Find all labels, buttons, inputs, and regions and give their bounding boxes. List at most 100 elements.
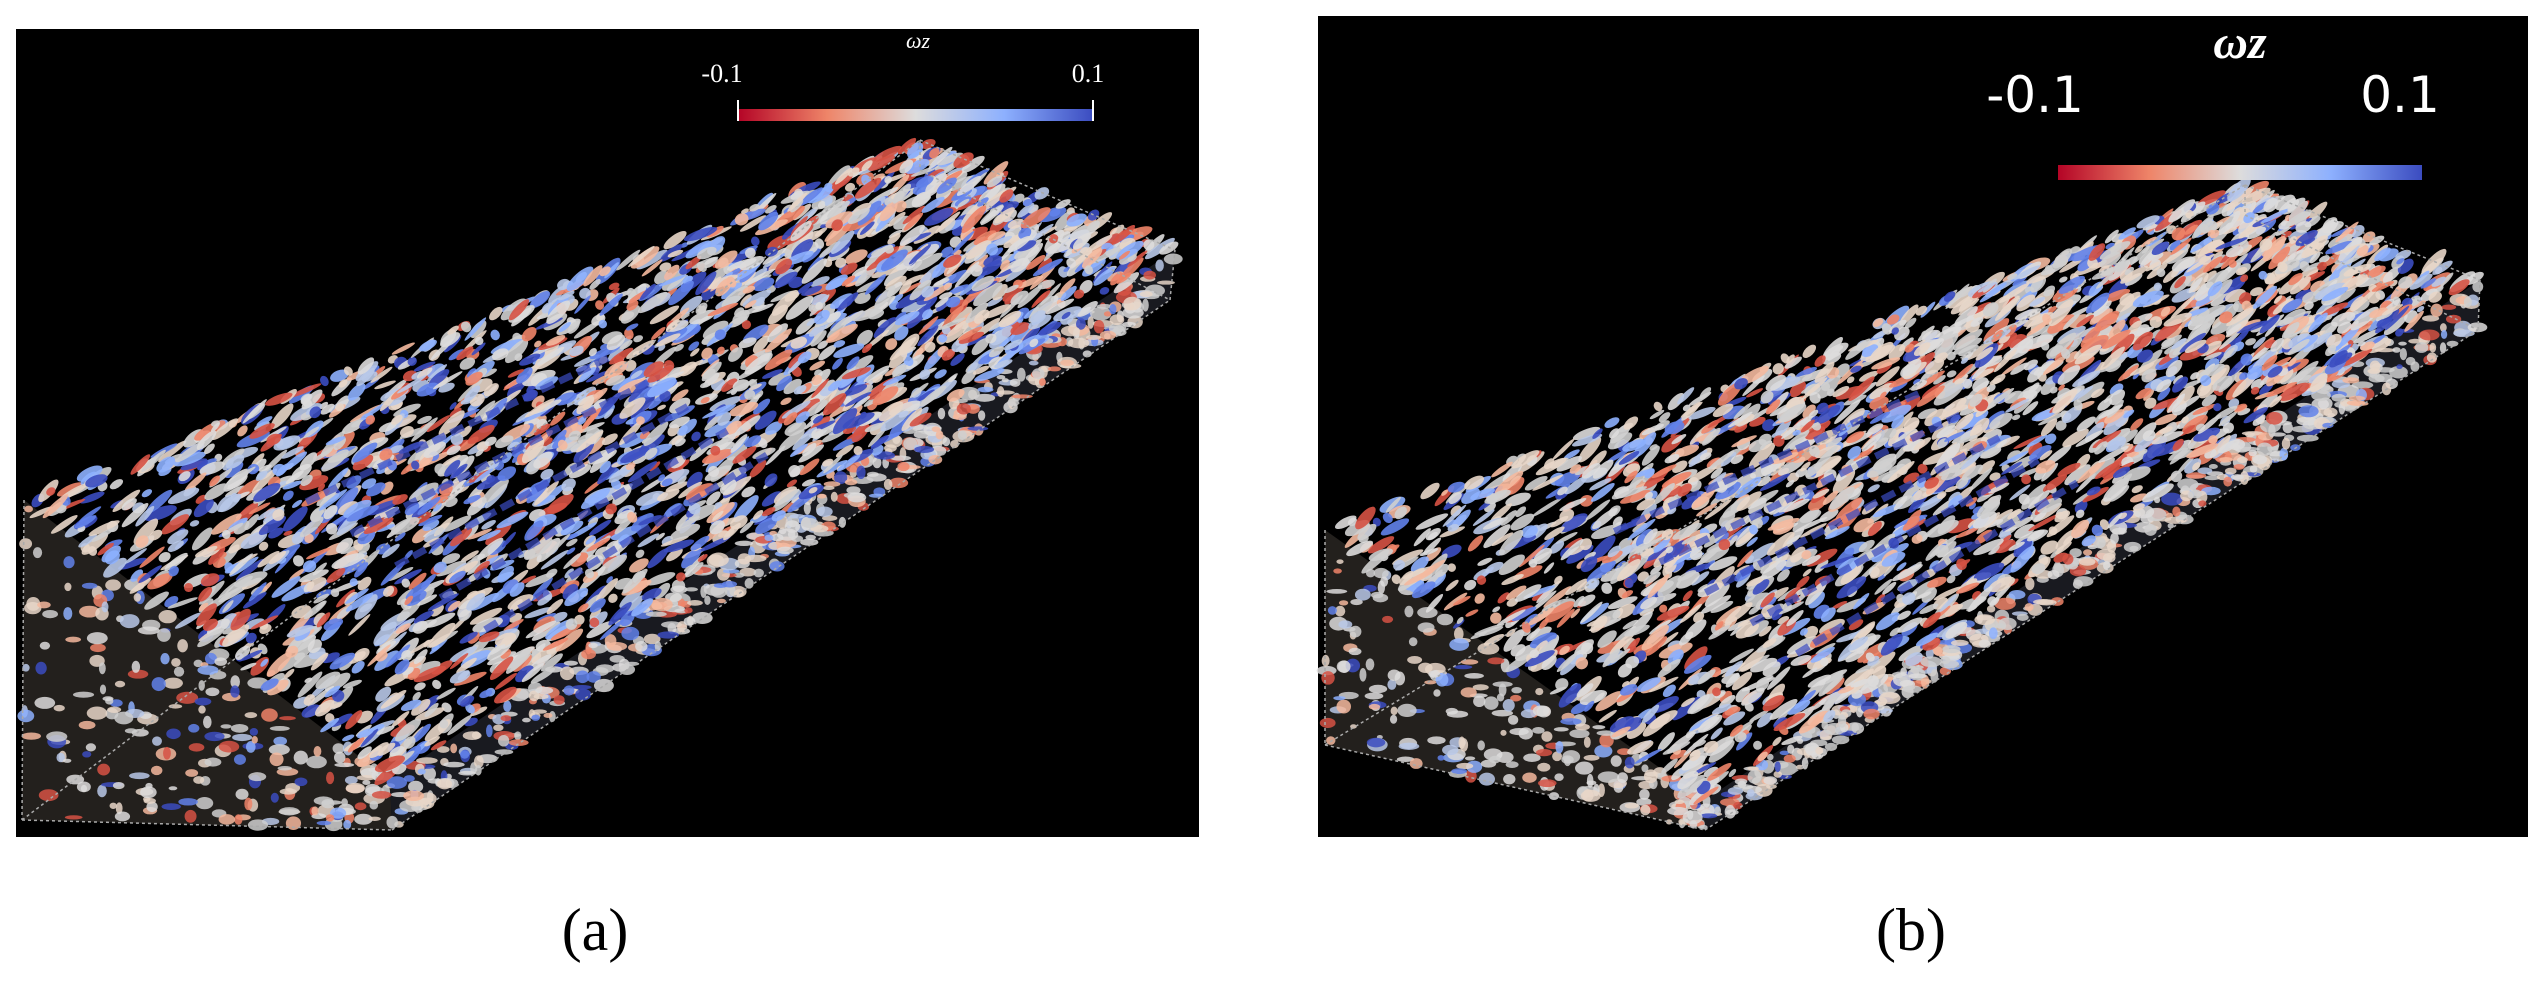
- vortex-blob: [1625, 757, 1635, 769]
- vortex-blob: [735, 541, 753, 546]
- vortex-blob: [1424, 680, 1436, 684]
- vortex-blob: [1554, 773, 1563, 781]
- vortex-blob: [1404, 606, 1413, 617]
- vortex-blob: [717, 599, 726, 603]
- vortex-blob: [1738, 781, 1747, 789]
- vortex-blob: [1675, 800, 1685, 804]
- vortex-blob: [261, 708, 278, 721]
- vortex-blob: [460, 750, 469, 758]
- vortex-blob: [134, 593, 141, 602]
- vortex-blob: [1039, 378, 1046, 386]
- vortex-blob: [2369, 374, 2385, 382]
- vortex-blob: [1142, 299, 1149, 312]
- vortex-blob: [1333, 696, 1345, 700]
- vortex-blob: [1418, 622, 1435, 632]
- vortex-blob: [369, 817, 381, 821]
- vortex-blob: [635, 641, 647, 652]
- vortex-blob: [1625, 803, 1639, 809]
- vortex-blob: [2442, 304, 2457, 309]
- vortex-blob: [115, 812, 130, 822]
- vortex-blob: [1775, 761, 1781, 772]
- vortex-blob: [2177, 478, 2198, 490]
- vortex-blob: [1747, 766, 1759, 770]
- vortex-blob: [2225, 468, 2237, 475]
- vortex-blob: [1575, 724, 1590, 731]
- vortex-blob: [1086, 335, 1101, 340]
- vortex-blob: [195, 698, 212, 706]
- vortex-blob: [270, 752, 284, 766]
- vortex-blob: [897, 462, 909, 471]
- vortex-blob: [35, 662, 46, 675]
- vortex-blob: [1541, 731, 1552, 742]
- vortex-blob: [280, 788, 297, 794]
- vortex-blob: [219, 814, 236, 825]
- vortex-blob: [684, 607, 692, 613]
- vortex-blob: [942, 437, 950, 446]
- vortex-blob: [230, 685, 239, 697]
- vortex-blob: [1365, 693, 1384, 700]
- vortex-blob: [2237, 457, 2248, 463]
- vortex-blob: [54, 705, 65, 712]
- vortex-blob: [1493, 681, 1513, 687]
- vortex-blob: [1561, 755, 1573, 763]
- vortex-blob: [220, 724, 231, 728]
- vortex-blob: [2223, 477, 2232, 487]
- vortex-blob: [1387, 679, 1396, 690]
- vortex-blob: [938, 408, 945, 419]
- vortex-blob: [1374, 568, 1389, 578]
- vortex-blob: [534, 694, 549, 700]
- vortex-blob: [164, 678, 183, 689]
- vortex-blob: [2172, 507, 2180, 517]
- vortex-blob: [86, 743, 96, 751]
- vortex-blob: [34, 697, 55, 709]
- vortex-blob: [646, 611, 667, 616]
- vortex-blob: [1338, 660, 1350, 673]
- vortex-blob: [178, 798, 198, 805]
- vortex-blob: [596, 664, 615, 673]
- vortex-blob: [1140, 291, 1153, 297]
- vortex-blob: [196, 797, 213, 809]
- vortex-blob: [334, 763, 354, 767]
- vortex-blob: [1477, 740, 1485, 750]
- vortex-blob: [1920, 656, 1942, 667]
- vortex-blob: [2392, 347, 2400, 353]
- vortex-blob: [1061, 326, 1080, 337]
- vortex-blob: [214, 657, 227, 666]
- vortex-blob: [564, 685, 575, 695]
- vortex-blob: [581, 649, 596, 659]
- vortex-blob: [1838, 714, 1846, 728]
- vortex-blob: [33, 547, 42, 558]
- vortex-blob: [138, 626, 160, 634]
- vortex-blob: [1407, 656, 1422, 664]
- vortex-blob: [198, 706, 205, 714]
- vortex-blob: [2144, 524, 2156, 536]
- vortex-blob: [1359, 668, 1366, 682]
- vortex-blob: [560, 666, 574, 680]
- vortex-blob: [42, 610, 58, 618]
- vortex-blob: [99, 662, 106, 674]
- vortex-blob: [884, 479, 893, 490]
- vortex-blob: [2189, 489, 2202, 498]
- vortex-blob: [82, 751, 91, 757]
- vortex-blob: [97, 764, 110, 776]
- vortex-blob: [1109, 304, 1116, 314]
- vortex-blob: [418, 769, 426, 775]
- vortex-blob: [160, 653, 169, 664]
- vortex-blob: [1110, 314, 1125, 325]
- vortex-blob: [1617, 772, 1628, 783]
- vortex-blob: [2282, 438, 2290, 450]
- vortex-blob: [152, 677, 166, 691]
- vortex-blob: [804, 502, 811, 515]
- vortex-blob: [1339, 600, 1348, 605]
- vortex-blob: [1537, 763, 1550, 772]
- vortex-blob: [1355, 589, 1371, 601]
- vortex-blob: [2415, 342, 2429, 353]
- vortex-blob: [311, 806, 318, 815]
- vortex-blob: [544, 713, 553, 718]
- vortex-blob: [132, 661, 140, 673]
- vortex-blob: [700, 585, 706, 598]
- vortex-blob: [531, 715, 540, 721]
- vortex-blob: [1487, 657, 1504, 664]
- vortex-blob: [1584, 737, 1591, 748]
